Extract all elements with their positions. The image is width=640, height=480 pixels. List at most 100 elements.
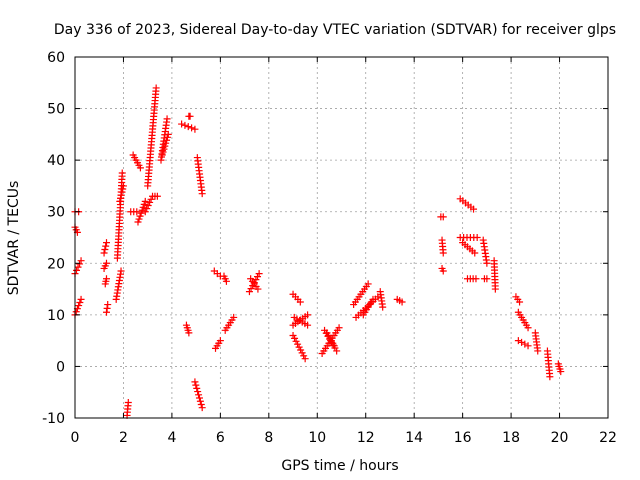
data-point xyxy=(186,112,194,120)
data-point xyxy=(439,213,447,221)
data-point xyxy=(116,197,124,205)
data-point xyxy=(163,133,171,141)
data-point xyxy=(524,342,532,350)
data-point xyxy=(141,208,149,216)
data-point xyxy=(164,130,172,138)
data-point xyxy=(102,239,110,247)
data-point xyxy=(117,194,125,202)
data-point xyxy=(158,151,166,159)
data-point xyxy=(117,191,125,199)
y-tick-label: 40 xyxy=(47,153,65,169)
data-point xyxy=(153,192,161,200)
y-tick-label: 0 xyxy=(56,359,65,375)
data-point xyxy=(192,381,200,389)
data-point xyxy=(255,270,263,278)
data-point xyxy=(163,136,171,144)
data-point xyxy=(77,295,85,303)
data-point xyxy=(304,311,312,319)
data-point xyxy=(222,277,230,285)
y-tick-label: -10 xyxy=(42,411,65,427)
x-tick-label: 10 xyxy=(308,430,326,446)
x-tick-label: 6 xyxy=(216,430,225,446)
data-point xyxy=(195,391,203,399)
data-point xyxy=(103,304,111,312)
data-point xyxy=(144,202,152,210)
y-tick-label: 10 xyxy=(47,308,65,324)
data-point xyxy=(247,285,255,293)
x-tick-label: 18 xyxy=(502,430,520,446)
x-tick-label: 0 xyxy=(71,430,80,446)
x-axis-label: GPS time / hours xyxy=(281,458,398,474)
data-point xyxy=(178,120,186,128)
data-point xyxy=(472,275,480,283)
data-point xyxy=(194,388,202,396)
tick-labels: 0 2 4 6 8 10 12 14 16 18 20 22 -10 0 10 20 30 40 50 60 xyxy=(42,50,617,446)
data-point xyxy=(198,404,206,412)
data-point xyxy=(162,139,170,147)
chart-title: Day 336 of 2023, Sidereal Day-to-day VTE… xyxy=(54,22,616,38)
data-point xyxy=(330,342,338,350)
data-point xyxy=(117,267,125,275)
data-point xyxy=(134,218,142,226)
data-point xyxy=(72,308,80,316)
data-point xyxy=(76,260,84,268)
data-point xyxy=(198,190,206,198)
data-point xyxy=(197,400,205,408)
y-tick-label: 30 xyxy=(47,205,65,221)
data-point xyxy=(140,200,148,208)
data-point xyxy=(546,373,554,381)
data-point xyxy=(152,84,160,92)
data-point xyxy=(135,215,143,223)
data-point xyxy=(335,324,343,332)
x-tick-label: 2 xyxy=(119,430,128,446)
data-point xyxy=(138,206,146,214)
x-tick-label: 16 xyxy=(454,430,472,446)
data-point xyxy=(301,355,309,363)
data-point xyxy=(521,340,529,348)
axis-ticks xyxy=(74,56,609,419)
data-point xyxy=(133,208,141,216)
y-tick-label: 50 xyxy=(47,102,65,118)
data-point xyxy=(163,115,171,123)
data-point xyxy=(136,164,144,172)
data-point xyxy=(245,288,253,296)
data-point xyxy=(100,249,108,257)
x-tick-label: 4 xyxy=(167,430,176,446)
y-tick-label: 60 xyxy=(47,50,65,66)
data-point xyxy=(534,347,542,355)
data-point xyxy=(516,298,524,306)
data-point xyxy=(379,303,387,311)
data-point xyxy=(104,301,112,309)
data-point xyxy=(119,185,127,193)
data-point xyxy=(252,276,260,284)
data-point xyxy=(102,259,110,267)
data-point xyxy=(75,302,83,310)
data-point xyxy=(124,399,132,407)
data-point xyxy=(254,273,262,281)
data-point xyxy=(483,259,491,267)
data-point xyxy=(473,234,481,241)
data-point xyxy=(304,321,312,329)
data-point xyxy=(230,313,238,321)
data-point xyxy=(118,169,126,177)
data-point xyxy=(398,298,406,306)
data-point xyxy=(160,145,168,153)
data-point xyxy=(136,212,144,220)
data-point xyxy=(524,324,532,332)
data-point xyxy=(118,188,126,196)
plot-frame xyxy=(74,56,609,419)
data-point xyxy=(147,195,155,203)
data-point xyxy=(181,121,189,129)
data-point xyxy=(296,298,304,306)
data-point xyxy=(254,285,262,293)
data-point xyxy=(369,295,377,303)
y-axis-label: SDTVAR / TECUs xyxy=(6,181,22,296)
data-point xyxy=(101,246,109,254)
data-point xyxy=(102,275,110,283)
data-point xyxy=(188,124,196,132)
data-point xyxy=(195,394,203,402)
data-point xyxy=(184,123,192,131)
x-tick-label: 12 xyxy=(357,430,375,446)
data-point xyxy=(491,285,499,293)
